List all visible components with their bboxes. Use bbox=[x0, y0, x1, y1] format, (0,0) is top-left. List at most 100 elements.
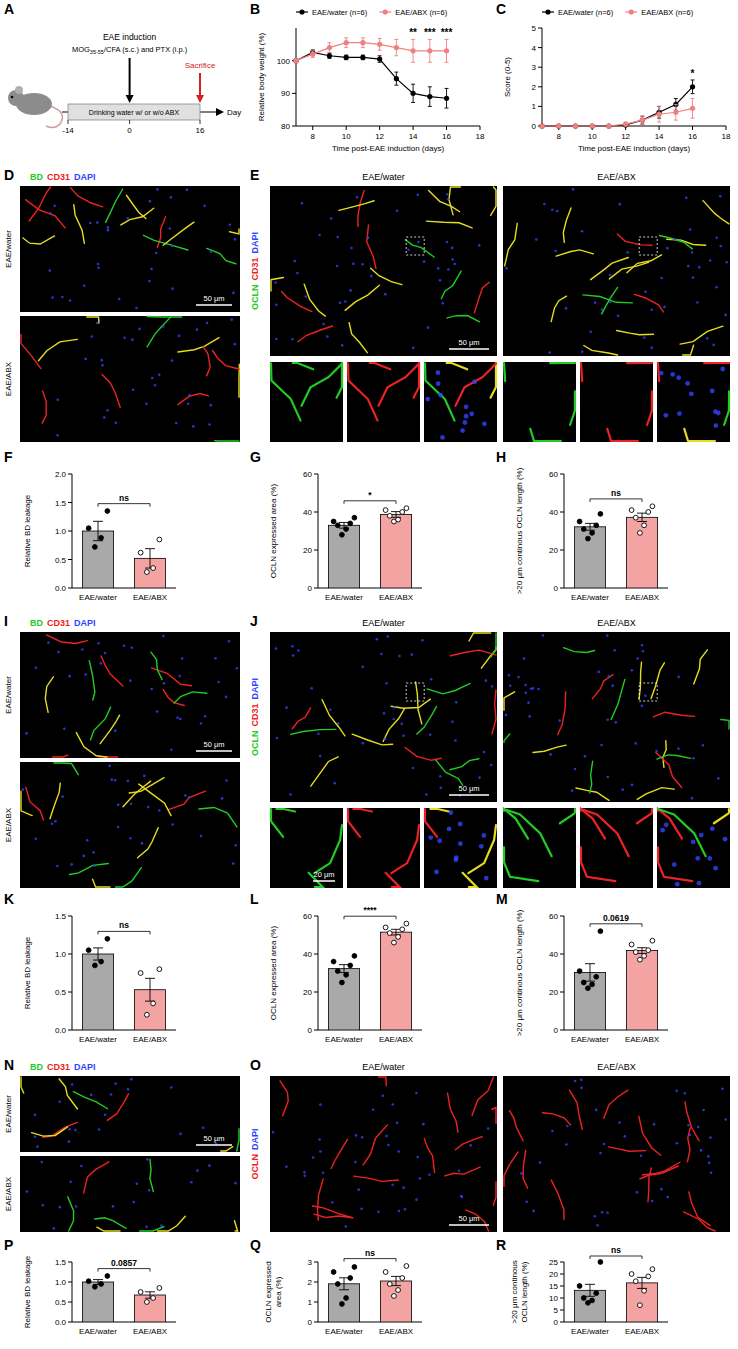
nucleus bbox=[484, 876, 489, 881]
nucleus bbox=[621, 788, 624, 791]
nucleus bbox=[551, 208, 554, 211]
data-point bbox=[86, 526, 91, 531]
nucleus bbox=[523, 657, 526, 660]
vessel bbox=[178, 394, 209, 405]
axis-title: OCLN expressed area (%) bbox=[269, 926, 278, 1021]
image-ground bbox=[347, 808, 420, 888]
nucleus bbox=[651, 1200, 654, 1203]
nucleus bbox=[81, 648, 84, 651]
y-tick bbox=[314, 512, 318, 513]
significance-bracket bbox=[344, 501, 396, 504]
x-tick-label: 12 bbox=[375, 132, 384, 141]
treatment-text: Drinking water w/ or w/o ABX bbox=[89, 109, 180, 117]
nucleus bbox=[392, 718, 395, 721]
nucleus bbox=[232, 862, 235, 865]
error-bar bbox=[691, 99, 695, 119]
data-point bbox=[151, 1001, 156, 1006]
image-ground bbox=[347, 362, 420, 442]
image-ground bbox=[503, 186, 730, 356]
nucleus bbox=[397, 1150, 400, 1153]
vessel bbox=[23, 236, 55, 244]
vessel bbox=[102, 374, 120, 407]
micrograph bbox=[503, 186, 730, 356]
marker bbox=[344, 55, 349, 60]
nucleus bbox=[129, 679, 132, 682]
x-tick-label: 14 bbox=[655, 132, 664, 141]
marker bbox=[623, 122, 628, 127]
category-label: EAE/ABX bbox=[379, 1035, 414, 1044]
data-point bbox=[144, 570, 149, 575]
data-point bbox=[344, 527, 349, 532]
significance-bracket bbox=[590, 499, 642, 502]
nucleus bbox=[150, 688, 153, 691]
vessel bbox=[658, 809, 706, 856]
nucleus bbox=[539, 1161, 542, 1164]
y-tick bbox=[314, 1322, 318, 1323]
vessel bbox=[663, 741, 666, 768]
vessel bbox=[43, 1122, 77, 1137]
x-tick-label: 8 bbox=[557, 132, 562, 141]
image-ground bbox=[503, 808, 576, 888]
nucleus bbox=[565, 1143, 568, 1146]
significance-bracket bbox=[98, 504, 150, 507]
y-axis-line bbox=[318, 474, 319, 588]
nucleus bbox=[623, 1135, 626, 1138]
vessel bbox=[115, 868, 141, 887]
nucleus bbox=[415, 1092, 418, 1095]
y-axis-line bbox=[296, 28, 297, 126]
nucleus bbox=[385, 1135, 388, 1138]
nucleus bbox=[344, 300, 347, 303]
nucleus bbox=[149, 200, 152, 203]
vessel bbox=[74, 205, 85, 244]
image-ground bbox=[20, 1156, 240, 1232]
y-tick bbox=[314, 1030, 318, 1031]
nucleus bbox=[141, 842, 144, 845]
vessel bbox=[659, 235, 692, 248]
nucleus bbox=[472, 379, 477, 384]
vessel bbox=[505, 223, 518, 265]
vessel bbox=[436, 760, 463, 785]
day-tick bbox=[129, 120, 130, 124]
category-label: EAE/water bbox=[325, 1035, 363, 1044]
nucleus bbox=[100, 359, 103, 362]
axes: 0123 bbox=[308, 1258, 422, 1327]
nucleus bbox=[234, 238, 237, 241]
nucleus bbox=[71, 1083, 74, 1086]
vessel bbox=[647, 391, 652, 425]
nucleus bbox=[461, 1196, 464, 1199]
scale-bar-label: 50 μm bbox=[459, 784, 480, 793]
panel-letter: P bbox=[4, 1237, 13, 1253]
nucleus bbox=[40, 1161, 43, 1164]
nucleus bbox=[571, 789, 574, 792]
treatment-box bbox=[68, 104, 200, 120]
y-tick-label: 10 bbox=[549, 1294, 558, 1303]
nucleus bbox=[61, 795, 64, 798]
y-tick-label: 0.0 bbox=[55, 584, 67, 593]
nucleus bbox=[214, 657, 217, 660]
nucleus bbox=[660, 1188, 663, 1191]
nucleus bbox=[725, 261, 728, 264]
vessel bbox=[354, 1176, 399, 1181]
nucleus bbox=[675, 1090, 678, 1093]
nucleus bbox=[614, 721, 617, 724]
vessel bbox=[640, 1166, 678, 1179]
nucleus bbox=[333, 782, 336, 785]
category-label: EAE/ABX bbox=[379, 1327, 414, 1336]
nucleus bbox=[636, 1191, 639, 1194]
micrograph bbox=[270, 186, 497, 356]
nucleus bbox=[558, 719, 561, 722]
nucleus bbox=[181, 657, 184, 660]
nucleus bbox=[170, 1086, 173, 1089]
nucleus bbox=[601, 308, 604, 311]
y-tick bbox=[68, 1302, 72, 1303]
nucleus bbox=[713, 866, 718, 871]
marker bbox=[573, 123, 578, 128]
y-axis-line bbox=[564, 916, 565, 1030]
y-tick bbox=[560, 550, 564, 551]
nucleus bbox=[391, 1183, 394, 1186]
vessel bbox=[199, 807, 237, 827]
axes: 0204060 bbox=[303, 470, 422, 593]
nucleus bbox=[698, 266, 701, 269]
axes: 0204060 bbox=[549, 470, 668, 593]
nucleus bbox=[170, 748, 173, 751]
